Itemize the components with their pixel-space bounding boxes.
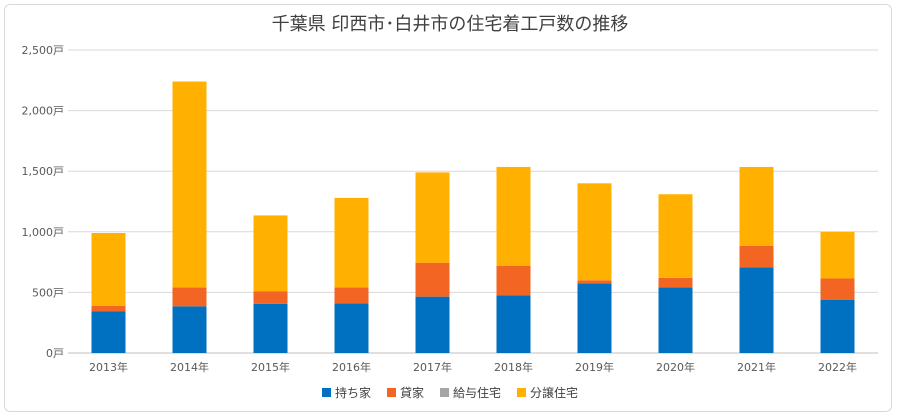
bar-segment (253, 215, 288, 292)
y-tick-label: 500戸 (32, 286, 64, 299)
legend-swatch (321, 388, 331, 397)
bar-segment (172, 287, 207, 307)
bar-segment (496, 166, 531, 266)
x-tick-label: 2019年 (575, 360, 614, 374)
x-tick-label: 2013年 (89, 360, 128, 374)
bar-segment (739, 166, 774, 246)
bar-segment (415, 262, 450, 297)
legend-item: 給与住宅 (440, 384, 501, 401)
x-tick-label: 2018年 (494, 360, 533, 374)
legend-item: 貸家 (386, 384, 424, 401)
bar-segment (172, 81, 207, 288)
legend-swatch (386, 388, 396, 397)
x-tick-label: 2020年 (656, 360, 695, 374)
legend-label: 分譲住宅 (530, 386, 579, 400)
chart-title: 千葉県 印西市･白井市の住宅着工戸数の推移 (271, 14, 629, 35)
x-tick-label: 2014年 (170, 360, 209, 374)
y-tick-label: 1,500戸 (22, 165, 65, 178)
legend-label: 持ち家 (334, 386, 371, 400)
bar-segment (91, 305, 126, 312)
chart-legend: 持ち家 貸家 給与住宅 分譲住宅 (0, 384, 900, 401)
bar-segment (334, 303, 369, 353)
bar-segment (658, 277, 693, 288)
bar-segment (334, 287, 369, 304)
bar-segment (739, 267, 774, 353)
legend-swatch (440, 388, 449, 397)
bar-segment (91, 233, 126, 306)
bar-segment (172, 306, 207, 353)
bar-segment (91, 311, 126, 353)
bar-segment (739, 245, 774, 268)
bar-segment (577, 280, 612, 284)
x-tick-label: 2017年 (413, 360, 452, 374)
bar-segment (496, 295, 531, 353)
bar-segment (820, 278, 855, 300)
legend-swatch (517, 388, 527, 397)
bar-segment (577, 183, 612, 281)
legend-label: 給与住宅 (453, 386, 502, 400)
x-tick-label: 2021年 (737, 360, 776, 374)
legend-item: 分譲住宅 (517, 384, 578, 401)
x-tick-label: 2015年 (251, 360, 290, 374)
y-tick-label: 2,000戸 (22, 105, 65, 118)
bar-segment (658, 287, 693, 353)
bar-segment (415, 296, 450, 353)
x-tick-label: 2016年 (332, 360, 371, 374)
bar-segment (820, 299, 855, 353)
x-tick-label: 2022年 (818, 360, 857, 374)
legend-item: 持ち家 (321, 384, 371, 401)
bar-segment (253, 303, 288, 353)
y-tick-label: 2,500戸 (22, 44, 65, 57)
y-tick-label: 1,000戸 (22, 226, 65, 239)
bar-segment (658, 194, 693, 278)
bar-segment (577, 283, 612, 353)
y-tick-label: 0戸 (46, 347, 64, 360)
bar-segment (415, 172, 450, 263)
bar-segment (334, 197, 369, 288)
bar-segment (820, 231, 855, 279)
bar-segment (253, 291, 288, 304)
legend-label: 貸家 (399, 386, 424, 400)
bar-segment (496, 265, 531, 296)
